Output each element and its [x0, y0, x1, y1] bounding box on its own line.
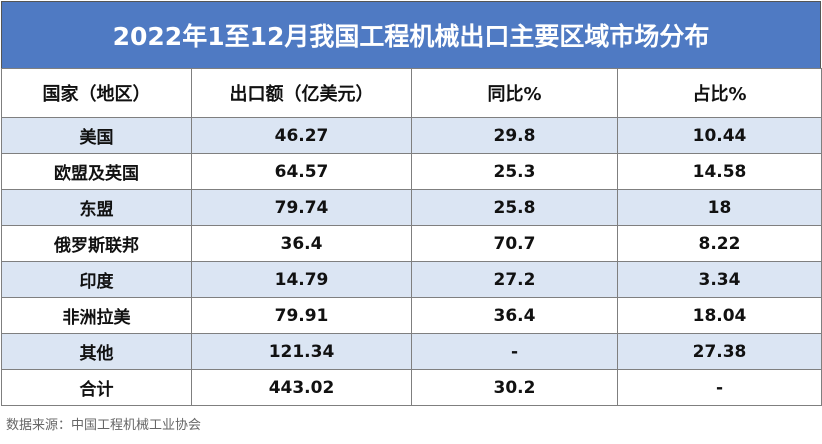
table-body: 国家（地区） 出口额（亿美元） 同比% 占比% 美国 46.27 29.8 10.44 欧盟及英… [1, 68, 822, 406]
title-bar: 2022年1至12月我国工程机械出口主要区域市场分布 [1, 1, 821, 69]
table-cell: 印度 [1, 261, 192, 298]
data-table: 国家（地区） 出口额（亿美元） 同比% 占比% 美国 46.27 29.8 10.44 欧盟及英… [1, 68, 822, 406]
table-cell: 79.74 [191, 189, 412, 226]
table-cell: 18 [617, 189, 822, 226]
table-cell: 36.4 [411, 297, 618, 334]
table-cell: 18.04 [617, 297, 822, 334]
table-row: 其他 121.34-27.38 [1, 333, 822, 370]
header-cell: 出口额（亿美元） [191, 68, 412, 118]
header-cell: 国家（地区） [1, 68, 192, 118]
header-row: 国家（地区） 出口额（亿美元） 同比% 占比% [1, 68, 822, 118]
table-row: 美国 46.27 29.8 10.44 [1, 117, 822, 154]
table-cell: 29.8 [411, 117, 618, 154]
table-cell: 3.34 [617, 261, 822, 298]
table-cell: 64.57 [191, 153, 412, 190]
table-cell: 14.58 [617, 153, 822, 190]
table-cell: 14.79 [191, 261, 412, 298]
table-row: 非洲拉美 79.91 36.4 18.04 [1, 297, 822, 334]
table-cell: 36.4 [191, 225, 412, 262]
table-cell: 欧盟及英国 [1, 153, 192, 190]
table-cell: 27.38 [617, 333, 822, 370]
table-row: 印度 14.79 27.2 3.34 [1, 261, 822, 298]
table-cell: 10.44 [617, 117, 822, 154]
table-cell: 其他 [1, 333, 192, 370]
table-row: 合计 443.02 30.2- [1, 369, 822, 406]
table-cell: 美国 [1, 117, 192, 154]
table-row: 俄罗斯联邦 36.4 70.7 8.22 [1, 225, 822, 262]
table-cell: 8.22 [617, 225, 822, 262]
table-cell: 俄罗斯联邦 [1, 225, 192, 262]
source-note: 数据来源：中国工程机械工业协会 [6, 418, 202, 433]
table-cell: 121.34 [191, 333, 412, 370]
table-cell: 东盟 [1, 189, 192, 226]
table-cell: 25.8 [411, 189, 618, 226]
header-cell: 同比% [411, 68, 618, 118]
table-cell: 70.7 [411, 225, 618, 262]
table-cell: 非洲拉美 [1, 297, 192, 334]
header-cell: 占比% [617, 68, 822, 118]
table-cell: 合计 [1, 369, 192, 406]
table-cell: 27.2 [411, 261, 618, 298]
table-cell: 79.91 [191, 297, 412, 334]
table-cell: 30.2 [411, 369, 618, 406]
table-cell: - [617, 369, 822, 406]
table-cell: 443.02 [191, 369, 412, 406]
table-cell: 46.27 [191, 117, 412, 154]
table-cell: - [411, 333, 618, 370]
table-row: 欧盟及英国 64.57 25.3 14.58 [1, 153, 822, 190]
table-row: 东盟 79.74 25.8 18 [1, 189, 822, 226]
table-cell: 25.3 [411, 153, 618, 190]
